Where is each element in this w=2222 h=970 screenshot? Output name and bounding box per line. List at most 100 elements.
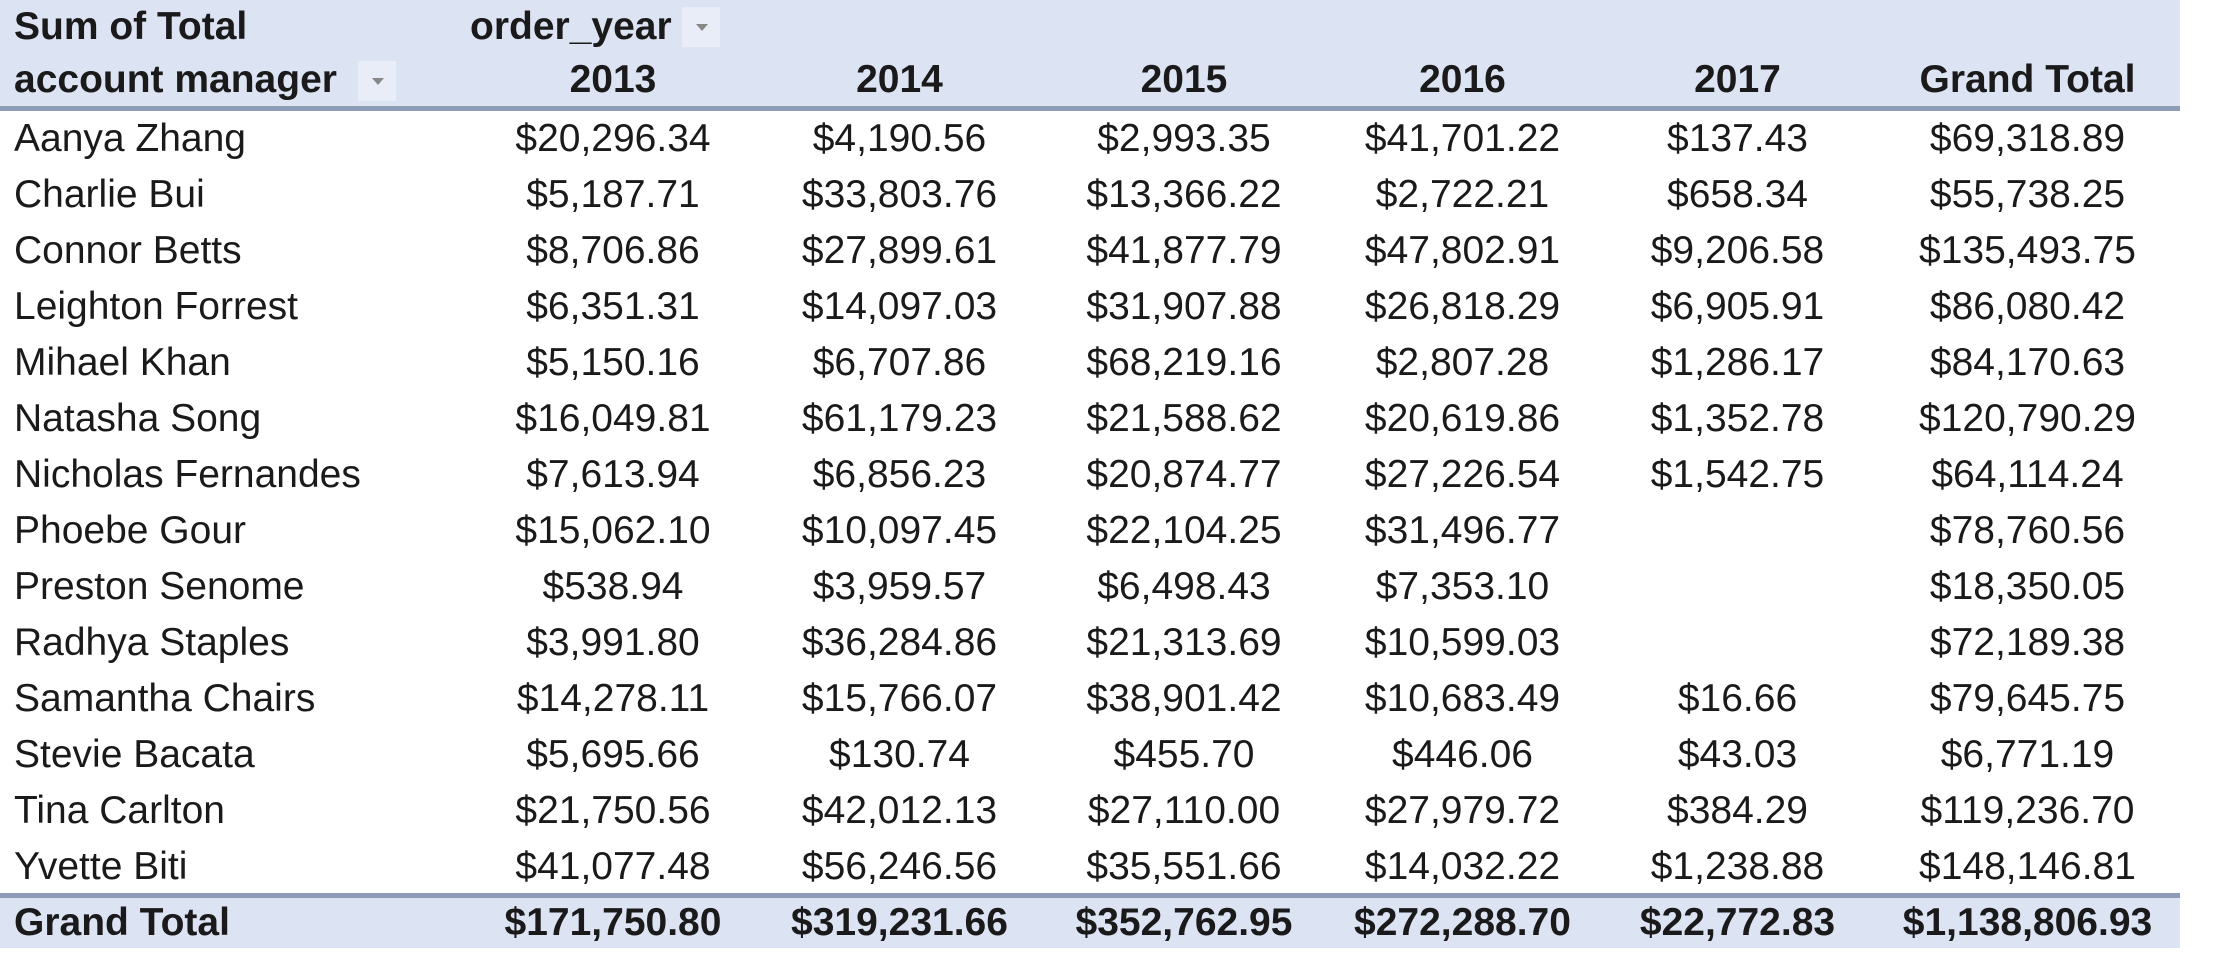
- value-cell: $43.03: [1677, 733, 1798, 776]
- value-cell: $5,187.71: [526, 173, 700, 216]
- row-field: account manager: [0, 57, 470, 102]
- value-cell: $1,286.17: [1650, 341, 1825, 384]
- value-cell: $4,190.56: [812, 117, 987, 160]
- row-label: Stevie Bacata: [14, 733, 255, 776]
- value-cell: $69,318.89: [1929, 117, 2126, 160]
- column-header: 2013: [569, 57, 657, 101]
- value-cell: $64,114.24: [1931, 453, 2124, 496]
- pivot-header: Sum of Total order_year account manager …: [0, 0, 2180, 111]
- value-cell: $41,877.79: [1086, 229, 1282, 272]
- value-cell: $20,619.86: [1364, 397, 1561, 440]
- value-cell: $21,313.69: [1086, 621, 1282, 664]
- pivot-table: Sum of Total order_year account manager …: [0, 0, 2180, 948]
- value-cell: $2,722.21: [1375, 173, 1550, 216]
- value-field-label: Sum of Total: [14, 4, 248, 48]
- value-cell: $15,766.07: [801, 677, 998, 720]
- value-cell: $72,189.38: [1929, 621, 2126, 664]
- value-cell: $56,246.56: [801, 845, 998, 888]
- value-cell: $5,150.16: [526, 341, 700, 384]
- column-filter-dropdown-icon[interactable]: [681, 6, 720, 47]
- grand-total-cell: $171,750.80: [504, 901, 722, 944]
- row-label: Connor Betts: [14, 229, 242, 272]
- value-cell: $41,077.48: [515, 845, 711, 888]
- value-cell: $130.74: [829, 733, 970, 776]
- table-row: Phoebe Gour $15,062.10 $10,097.45 $22,104.2…: [0, 503, 2180, 559]
- value-cell: $38,901.42: [1086, 677, 1282, 720]
- value-cell: $35,551.66: [1086, 845, 1282, 888]
- table-row: Radhya Staples $3,991.80 $36,284.86 $21,313…: [0, 615, 2180, 671]
- value-cell: $6,351.31: [526, 285, 700, 328]
- value-cell: $9,206.58: [1650, 229, 1825, 272]
- value-cell: $27,899.61: [801, 229, 998, 272]
- row-label: Phoebe Gour: [14, 509, 247, 552]
- value-cell: $7,353.10: [1375, 565, 1550, 608]
- table-row: Preston Senome $538.94 $3,959.57 $6,498.43 $…: [0, 559, 2180, 615]
- value-cell: $68,219.16: [1086, 341, 1282, 384]
- column-header: 2016: [1419, 57, 1506, 101]
- value-cell: $5,695.66: [526, 733, 700, 776]
- table-row: Aanya Zhang $20,296.34 $4,190.56 $2,993.35 $…: [0, 111, 2180, 167]
- table-row: Natasha Song $16,049.81 $61,179.23 $21,588.…: [0, 391, 2180, 447]
- row-label: Samantha Chairs: [14, 677, 316, 720]
- value-cell: $55,738.25: [1929, 173, 2126, 216]
- value-cell: $7,613.94: [526, 453, 700, 496]
- table-row: Mihael Khan $5,150.16 $6,707.86 $68,219.16 $…: [0, 335, 2180, 391]
- row-label: Nicholas Fernandes: [14, 453, 361, 496]
- value-cell: $31,907.88: [1086, 285, 1282, 328]
- value-cell: $21,750.56: [515, 789, 711, 832]
- value-cell: $26,818.29: [1364, 285, 1561, 328]
- value-cell: $135,493.75: [1919, 229, 2136, 272]
- table-row: Leighton Forrest $6,351.31 $14,097.03 $31,9…: [0, 279, 2180, 335]
- value-cell: $6,771.19: [1940, 733, 2115, 776]
- value-cell: $79,645.75: [1929, 677, 2126, 720]
- column-field-label: order_year: [470, 4, 672, 48]
- column-header: 2015: [1140, 57, 1228, 101]
- grand-total-cell: $319,231.66: [791, 901, 1008, 944]
- value-cell: $2,807.28: [1375, 341, 1550, 384]
- column-header: Grand Total: [1919, 57, 2136, 101]
- value-cell: $31,496.77: [1364, 509, 1561, 552]
- row-label: Mihael Khan: [14, 341, 231, 384]
- value-cell: $47,802.91: [1364, 229, 1561, 272]
- value-cell: $658.34: [1667, 173, 1808, 216]
- value-cell: $6,498.43: [1097, 565, 1271, 608]
- table-row: Samantha Chairs $14,278.11 $15,766.07 $38,9…: [0, 671, 2180, 727]
- row-label: Radhya Staples: [14, 621, 290, 664]
- value-cell: $1,238.88: [1650, 845, 1825, 888]
- column-field: order_year: [470, 0, 720, 53]
- value-cell: $27,226.54: [1364, 453, 1561, 496]
- value-cell: $3,991.80: [526, 621, 700, 664]
- value-cell: $14,097.03: [801, 285, 998, 328]
- pivot-body: Aanya Zhang $20,296.34 $4,190.56 $2,993.35 $…: [0, 111, 2180, 895]
- row-filter-dropdown-icon[interactable]: [357, 61, 396, 102]
- value-cell: $3,959.57: [812, 565, 987, 608]
- value-cell: $78,760.56: [1929, 509, 2126, 552]
- value-cell: $13,366.22: [1086, 173, 1282, 216]
- row-label: Leighton Forrest: [14, 285, 298, 328]
- row-label: Aanya Zhang: [14, 117, 247, 160]
- table-row: Stevie Bacata $5,695.66 $130.74 $455.70 $446…: [0, 727, 2180, 783]
- table-row: Connor Betts $8,706.86 $27,899.61 $41,877.7…: [0, 223, 2180, 279]
- value-cell: $6,905.91: [1650, 285, 1825, 328]
- value-cell: $41,701.22: [1364, 117, 1561, 160]
- value-cell: $18,350.05: [1929, 565, 2126, 608]
- table-row: Tina Carlton $21,750.56 $42,012.13 $27,110.…: [0, 783, 2180, 839]
- grand-total-cell: $1,138,806.93: [1902, 901, 2153, 944]
- value-cell: $446.06: [1392, 733, 1533, 776]
- value-cell: $8,706.86: [526, 229, 700, 272]
- row-label: Preston Senome: [14, 565, 305, 608]
- value-cell: $14,032.22: [1364, 845, 1561, 888]
- value-cell: $120,790.29: [1919, 397, 2136, 440]
- grand-total-cell: $22,772.83: [1639, 901, 1836, 944]
- column-header: 2017: [1694, 57, 1781, 101]
- value-cell: $42,012.13: [801, 789, 998, 832]
- value-cell: $538.94: [542, 565, 684, 608]
- header-row-2: account manager 2013 2014 2015 2016 2017 Gran…: [0, 53, 2180, 106]
- grand-total-cell: $352,762.95: [1075, 901, 1293, 944]
- value-cell: $36,284.86: [801, 621, 998, 664]
- value-cell: $20,874.77: [1086, 453, 1282, 496]
- grand-total-cell: $272,288.70: [1354, 901, 1571, 944]
- row-label: Yvette Biti: [14, 845, 188, 888]
- table-row: Nicholas Fernandes $7,613.94 $6,856.23 $20,…: [0, 447, 2180, 503]
- value-cell: $15,062.10: [515, 509, 711, 552]
